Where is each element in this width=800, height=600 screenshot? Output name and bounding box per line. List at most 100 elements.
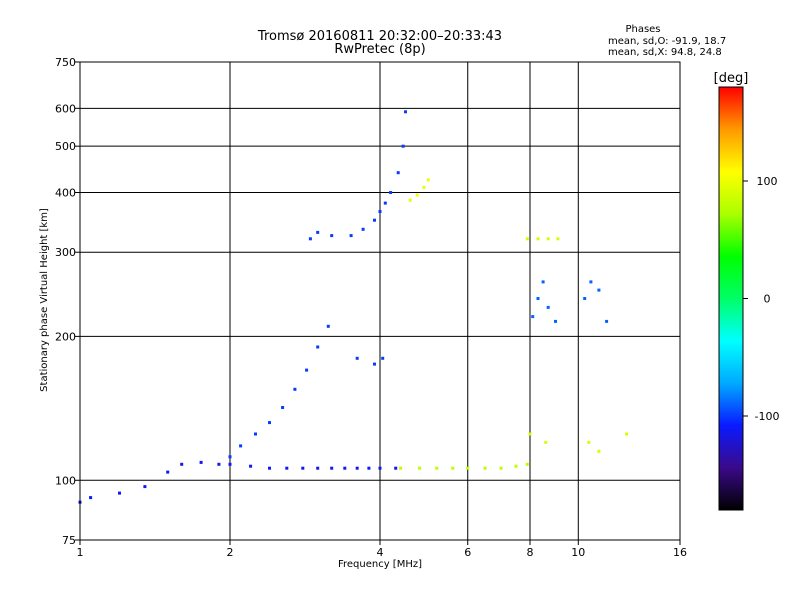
echo-point [597,288,601,292]
echo-point [316,345,320,349]
echo-point [625,432,629,436]
y-tick-label: 400 [55,186,76,199]
echo-point [404,110,407,114]
echo-point [531,315,535,319]
y-tick-label: 500 [55,140,76,153]
echo-point [605,319,609,323]
echo-point [415,193,419,197]
echo-point [525,237,529,241]
echo-point [383,201,387,205]
echo-point [408,198,412,202]
echo-point [326,324,330,328]
echo-point [316,466,320,470]
echo-point [118,491,121,495]
phase-stats-o: mean, sd,O: -91.9, 18.7 [608,36,726,47]
echo-point [373,362,376,366]
echo-point [528,432,532,436]
x-tick-label: 4 [377,546,384,559]
data-points [78,110,629,504]
axes: 1 2 4 6 8 10 16 75 100 200 300 400 500 600 750 [55,56,687,559]
colorbar-label: [deg] [714,71,749,86]
echo-point [293,387,297,391]
echo-point [597,449,601,453]
phase-stats-x: mean, sd,X: 94.8, 24.8 [608,47,722,58]
y-axis-label: Stationary phase Virtual Height [km] [39,208,50,392]
echo-point [143,485,147,489]
echo-point [544,440,548,444]
x-tick-label: 16 [673,546,687,559]
echo-point [378,210,382,213]
echo-point [281,406,285,409]
echo-point [483,466,487,470]
echo-point [367,466,371,470]
echo-point [199,460,203,464]
echo-point [285,466,289,470]
echo-point [589,280,593,284]
echo-point [556,237,560,241]
echo-point [355,466,359,470]
echo-point [228,455,232,459]
echo-point [418,466,421,470]
x-axis-label: Frequency [MHz] [338,559,422,570]
y-tick-label: 750 [55,56,76,69]
echo-point [587,440,591,444]
echo-point [546,305,550,309]
echo-point [525,462,529,466]
echo-point [451,466,455,470]
colorbar-tick-label: 100 [757,175,778,188]
chart-subtitle: RwPretec (8p) [334,42,425,57]
echo-point [396,171,400,175]
echo-point [254,432,257,436]
phases-heading: Phases [625,24,660,35]
echo-point [249,464,253,468]
y-tick-label: 75 [62,534,76,547]
echo-point [343,466,347,470]
colorbar-tick-label: -100 [755,410,780,423]
echo-point [330,466,334,470]
echo-point [536,297,540,300]
echo-point [583,297,587,300]
echo-point [305,368,309,372]
echo-point [330,234,334,238]
x-tick-label: 1 [77,546,84,559]
echo-point [389,191,393,194]
echo-point [378,466,382,470]
echo-point [228,462,232,466]
grid-lines [80,62,680,540]
x-tick-label: 2 [227,546,234,559]
echo-point [435,466,439,470]
echo-point [316,230,320,234]
y-tick-label: 100 [55,474,76,487]
y-tick-label: 200 [55,330,76,343]
echo-point [239,444,243,448]
echo-point [180,462,184,466]
echo-point [268,421,271,425]
echo-point [499,466,503,470]
echo-point [554,319,557,323]
echo-point [373,218,376,222]
echo-point [536,237,540,241]
echo-point [399,466,403,470]
echo-point [541,280,545,284]
echo-point [301,466,305,470]
x-tick-label: 6 [464,546,471,559]
echo-point [89,496,93,500]
chart-title: Tromsø 20160811 20:32:00–20:33:43 [257,29,502,44]
echo-point [268,466,271,470]
echo-point [355,356,359,360]
x-tick-label: 10 [571,546,585,559]
echo-point [349,234,353,238]
echo-point [217,462,221,466]
echo-point [166,470,170,474]
echo-point [546,237,550,241]
echo-point [401,144,405,148]
x-tick-label: 8 [527,546,534,559]
colorbar-gradient [718,86,744,511]
echo-point [308,237,312,241]
y-tick-label: 600 [55,102,76,115]
echo-point [381,356,385,360]
echo-point [466,466,470,470]
colorbar-tick-label: 0 [764,293,771,306]
echo-point [361,227,365,231]
